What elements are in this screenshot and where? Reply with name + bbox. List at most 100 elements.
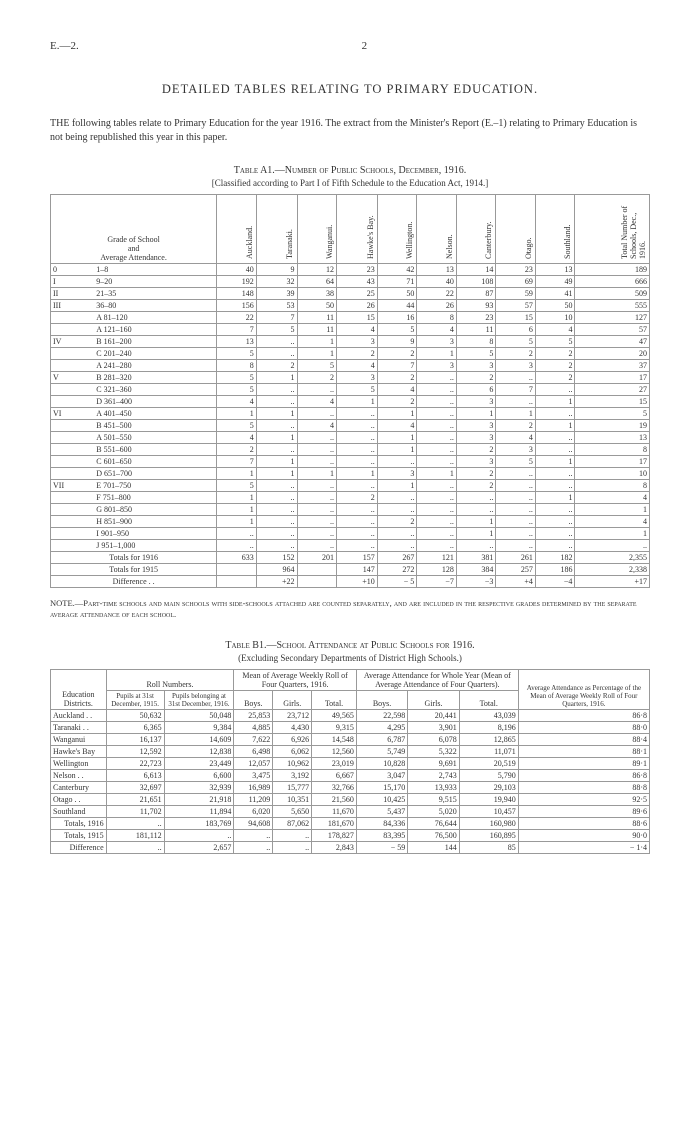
- data-cell: 1: [256, 408, 297, 420]
- data-cell: 20,519: [459, 758, 518, 770]
- grade-cell: [51, 516, 95, 528]
- range-cell: A 241–280: [94, 360, 216, 372]
- data-cell: ..: [417, 480, 457, 492]
- data-cell: 2: [377, 372, 417, 384]
- data-cell: 38: [297, 288, 337, 300]
- data-cell: ..: [256, 540, 297, 552]
- col-mean: Mean of Average Weekly Roll of Four Quar…: [234, 670, 357, 691]
- data-cell: 7: [217, 456, 257, 468]
- data-cell: 2: [496, 420, 536, 432]
- data-cell: 92·5: [518, 794, 649, 806]
- data-cell: 25,853: [234, 710, 273, 722]
- grade-cell: [51, 324, 95, 336]
- table-row: A 121–1607511454116457: [51, 324, 650, 336]
- table-row: D 361–4004..412..3..115: [51, 396, 650, 408]
- data-cell: 6,020: [234, 806, 273, 818]
- data-cell: 88·6: [518, 818, 649, 830]
- data-cell: 20,441: [408, 710, 459, 722]
- data-cell: 2: [377, 348, 417, 360]
- data-cell: 3: [337, 372, 378, 384]
- district-cell: Wellington: [51, 758, 107, 770]
- data-cell: 3: [456, 396, 496, 408]
- data-cell: 10,425: [356, 794, 407, 806]
- grade-cell: [51, 456, 95, 468]
- table-row: F 751–8001....2........14: [51, 492, 650, 504]
- data-cell: ..: [377, 528, 417, 540]
- data-cell: 11: [297, 312, 337, 324]
- data-cell: ..: [417, 396, 457, 408]
- data-cell: 257: [496, 564, 536, 576]
- data-cell: 42: [377, 264, 417, 276]
- table-row: Otago . .21,65121,91811,20910,35121,5601…: [51, 794, 650, 806]
- table-row: Nelson . .6,6136,6003,4753,1926,6673,047…: [51, 770, 650, 782]
- data-cell: 88·4: [518, 734, 649, 746]
- data-cell: 6,078: [408, 734, 459, 746]
- data-cell: 4: [535, 324, 575, 336]
- data-cell: 86·8: [518, 710, 649, 722]
- range-cell: B 161–200: [94, 336, 216, 348]
- data-cell: 3: [456, 360, 496, 372]
- grade-cell: IV: [51, 336, 95, 348]
- data-cell: 2: [456, 480, 496, 492]
- data-cell: 37: [575, 360, 650, 372]
- data-cell: 21,918: [164, 794, 234, 806]
- data-cell: 1: [217, 492, 257, 504]
- data-cell: 50,048: [164, 710, 234, 722]
- col-hawkes: Hawke's Bay.: [337, 195, 378, 264]
- col-pct: Average Attendance as Percentage of the …: [518, 670, 649, 710]
- data-cell: ..: [535, 384, 575, 396]
- data-cell: 183,769: [164, 818, 234, 830]
- range-cell: A 81–120: [94, 312, 216, 324]
- data-cell: 14: [456, 264, 496, 276]
- col-wellington: Wellington.: [377, 195, 417, 264]
- table-b1: Education Districts. Roll Numbers. Mean …: [50, 669, 650, 854]
- data-cell: ..: [456, 492, 496, 504]
- table-b1-subtitle: (Excluding Secondary Departments of Dist…: [50, 653, 650, 663]
- data-cell: ..: [217, 528, 257, 540]
- data-cell: 3: [496, 444, 536, 456]
- col-avg-girls: Girls.: [408, 691, 459, 710]
- col-wanganui: Wanganui.: [297, 195, 337, 264]
- data-cell: 12,838: [164, 746, 234, 758]
- data-cell: 5: [377, 324, 417, 336]
- range-cell: I 901–950: [94, 528, 216, 540]
- col-mean-girls: Girls.: [273, 691, 312, 710]
- grade-cell: [51, 420, 95, 432]
- data-cell: 5: [496, 456, 536, 468]
- data-cell: 4: [377, 420, 417, 432]
- data-cell: 156: [217, 300, 257, 312]
- data-cell: 2,338: [575, 564, 650, 576]
- data-cell: ..: [535, 444, 575, 456]
- data-cell: ..: [417, 504, 457, 516]
- data-cell: 272: [377, 564, 417, 576]
- data-cell: 14,548: [312, 734, 357, 746]
- data-cell: 509: [575, 288, 650, 300]
- data-cell: 41: [535, 288, 575, 300]
- table-row: Southland11,70211,8946,0205,65011,6705,4…: [51, 806, 650, 818]
- data-cell: ..: [297, 492, 337, 504]
- data-cell: ..: [496, 504, 536, 516]
- data-cell: 89·6: [518, 806, 649, 818]
- grade-cell: [51, 444, 95, 456]
- col-avg-boys: Boys.: [356, 691, 407, 710]
- data-cell: 53: [256, 300, 297, 312]
- data-cell: ..: [417, 384, 457, 396]
- data-cell: 22: [417, 288, 457, 300]
- data-cell: ..: [273, 842, 312, 854]
- data-cell: 1: [217, 468, 257, 480]
- table-row: B 451–5005..4..4..32119: [51, 420, 650, 432]
- data-cell: 6: [456, 384, 496, 396]
- data-cell: 11,894: [164, 806, 234, 818]
- data-cell: 88·8: [518, 782, 649, 794]
- data-cell: 71: [377, 276, 417, 288]
- data-cell: 93: [456, 300, 496, 312]
- data-cell: +17: [575, 576, 650, 588]
- range-cell: C 321–360: [94, 384, 216, 396]
- data-cell: 384: [456, 564, 496, 576]
- data-cell: 9,315: [312, 722, 357, 734]
- data-cell: 13: [535, 264, 575, 276]
- data-cell: ..: [417, 432, 457, 444]
- data-cell: 3: [456, 432, 496, 444]
- data-cell: 5: [337, 384, 378, 396]
- data-cell: 17: [575, 372, 650, 384]
